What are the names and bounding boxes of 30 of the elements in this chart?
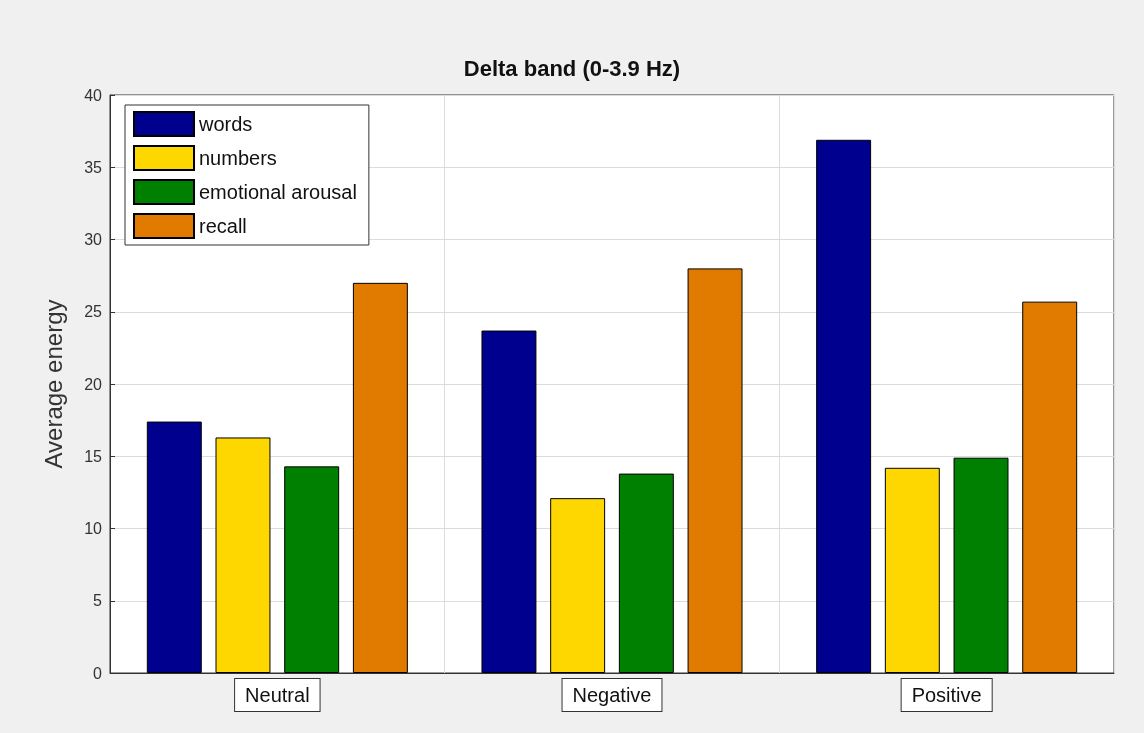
bar (481, 330, 537, 673)
y-tick-label: 10 (84, 520, 103, 537)
bar (687, 268, 743, 673)
legend-label: words (198, 113, 253, 135)
y-tick-label: 35 (84, 158, 103, 176)
bar (884, 467, 940, 673)
bar (146, 421, 202, 673)
x-tick-label: Negative (572, 684, 652, 706)
y-tick-label: 25 (84, 303, 103, 321)
bar (1022, 301, 1078, 673)
bar (284, 466, 340, 673)
y-tick-label: 20 (84, 375, 103, 393)
bar (618, 473, 674, 673)
y-tick-label: 0 (93, 664, 103, 682)
x-tick-label: Neutral (245, 684, 310, 706)
bar (550, 498, 606, 673)
y-axis-title: Average energy (39, 299, 67, 469)
y-tick-label: 40 (84, 86, 103, 104)
y-tick-label: 30 (84, 231, 103, 248)
bar (816, 139, 872, 673)
y-tick-label: 15 (84, 447, 103, 465)
y-tick-label: 5 (93, 592, 103, 610)
legend-label: recall (199, 215, 247, 237)
legend-label: numbers (199, 147, 277, 169)
bar (352, 282, 408, 673)
bar (215, 437, 271, 673)
bar (953, 457, 1009, 673)
chart-title: Delta band (0-3.9 Hz) (463, 55, 681, 81)
legend-label: emotional arousal (199, 181, 357, 203)
x-tick-label: Positive (911, 684, 982, 706)
